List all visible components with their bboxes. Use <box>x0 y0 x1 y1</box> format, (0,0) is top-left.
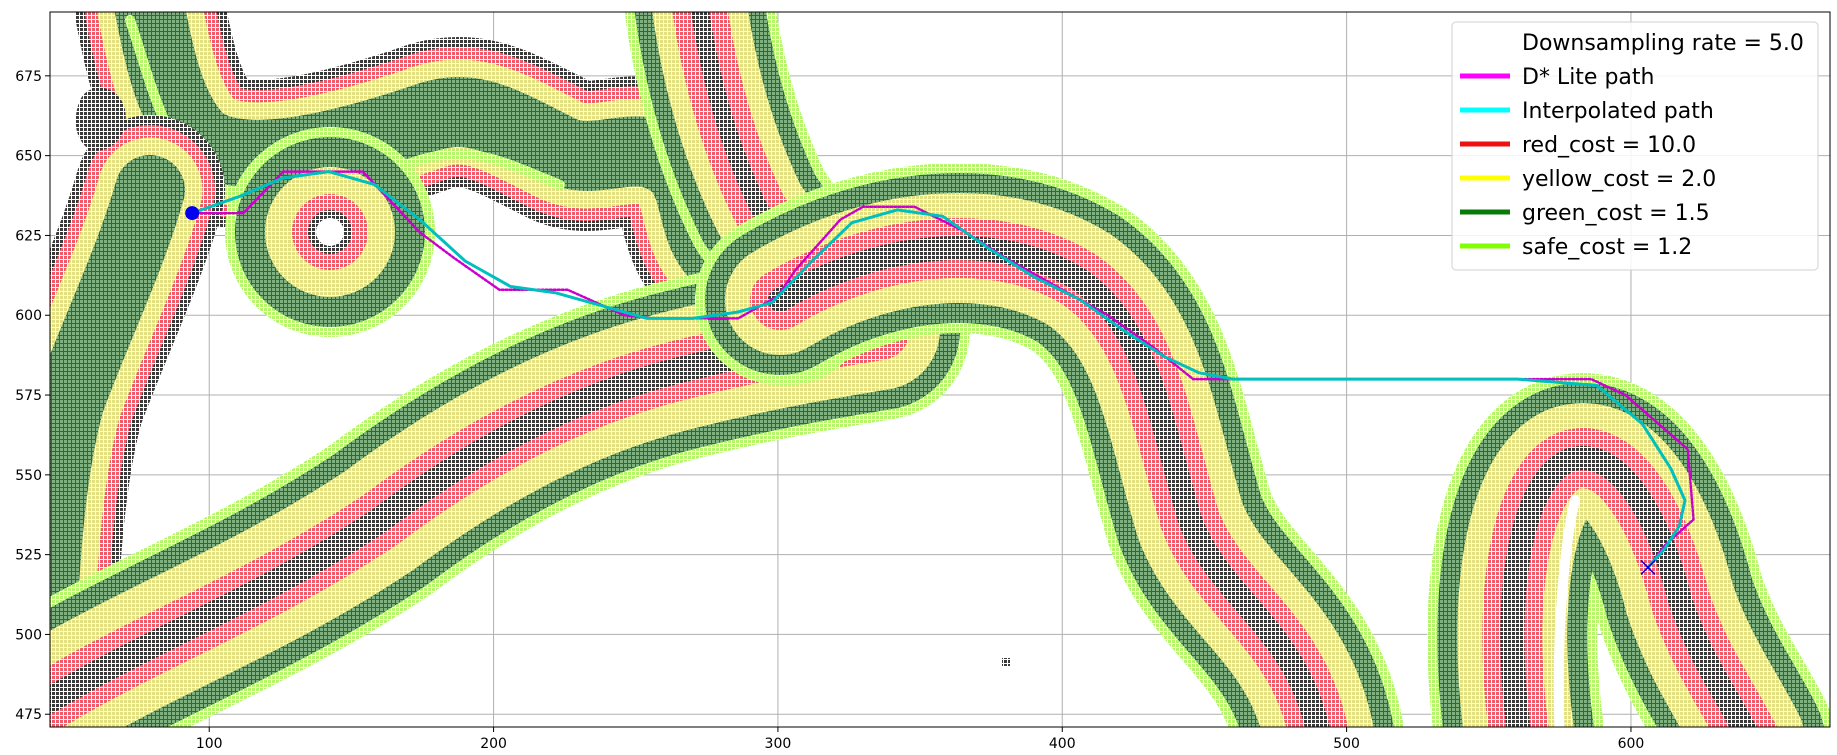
x-axis: 100 200 300 400 500 600 <box>196 727 1644 752</box>
interpolated-path-line <box>190 170 1687 569</box>
y-tick-label: 625 <box>15 228 42 244</box>
y-tick-label: 600 <box>15 308 42 324</box>
obstacle-top-left-blob <box>75 87 126 151</box>
legend-label: Downsampling rate = 5.0 <box>1522 31 1804 56</box>
legend-box <box>1451 21 1819 271</box>
plot-frame <box>49 11 1831 728</box>
x-tick-label: 300 <box>765 736 792 752</box>
x-tick-label: 500 <box>1333 736 1360 752</box>
markers <box>185 206 1656 575</box>
x-tick-label: 600 <box>1618 736 1645 752</box>
legend-label: red_cost = 10.0 <box>1522 133 1696 158</box>
start-marker <box>185 206 200 221</box>
y-tick-label: 675 <box>15 69 42 85</box>
obstacle-right-hook <box>1427 373 1830 727</box>
legend-label: D* Lite path <box>1522 65 1654 90</box>
y-tick-label: 550 <box>15 468 42 484</box>
legend: Downsampling rate = 5.0 D* Lite path Inter… <box>1451 21 1819 271</box>
legend-label: yellow_cost = 2.0 <box>1522 167 1716 192</box>
x-tick-label: 100 <box>196 736 223 752</box>
x-tick-label: 200 <box>480 736 507 752</box>
legend-label: safe_cost = 1.2 <box>1522 235 1692 260</box>
legend-label: Interpolated path <box>1522 99 1714 124</box>
path-series <box>190 170 1695 569</box>
obstacle-map <box>50 12 1830 727</box>
obstacle-right-arch <box>695 163 1404 727</box>
obstacle-center-bottom-strip <box>1002 658 1010 666</box>
obstacle-left-vertical-band <box>50 115 225 724</box>
legend-label: green_cost = 1.5 <box>1522 201 1710 226</box>
y-tick-label: 650 <box>15 149 42 165</box>
dstar-lite-path-line <box>190 170 1695 569</box>
goal-marker <box>1640 559 1656 575</box>
y-tick-label: 575 <box>15 388 42 404</box>
x-tick-label: 400 <box>1049 736 1076 752</box>
y-tick-label: 475 <box>15 707 42 723</box>
y-axis: 475 500 525 550 575 600 625 650 675 <box>15 69 50 723</box>
y-tick-label: 500 <box>15 627 42 643</box>
y-tick-label: 525 <box>15 548 42 564</box>
obstacle-ring-island <box>225 127 435 337</box>
